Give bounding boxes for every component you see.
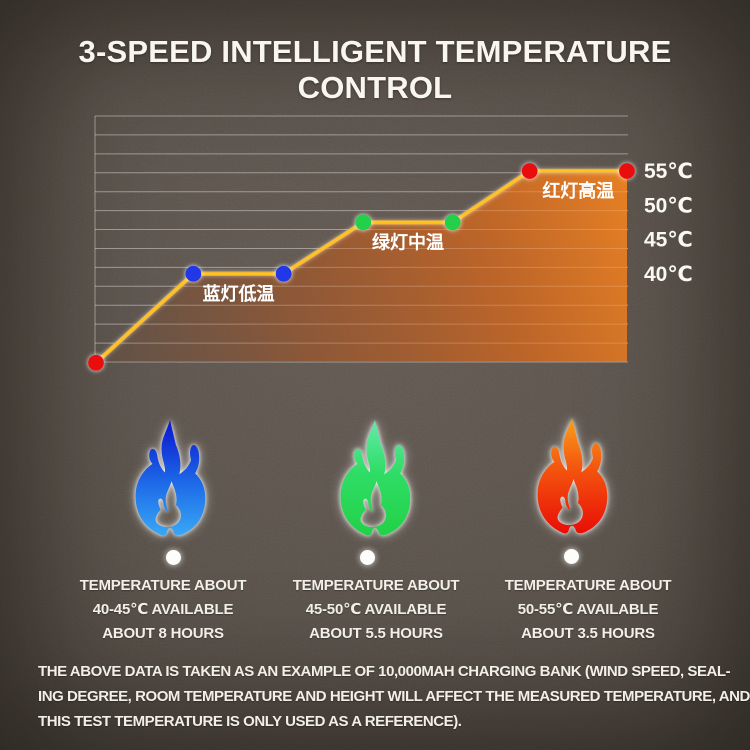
blue-data-point xyxy=(185,265,202,282)
page-title: 3-SPEED INTELLIGENT TEMPERATURE CONTROL xyxy=(78,34,672,105)
white-indicator-dot xyxy=(360,550,375,565)
red-flame-icon xyxy=(537,418,608,534)
column-text-line: TEMPERATURE ABOUT xyxy=(504,577,672,594)
segment-label: 红灯高温 xyxy=(542,180,614,201)
disclaimer-line: ING DEGREE, ROOM TEMPERATURE AND HEIGHT … xyxy=(38,688,750,705)
white-indicator-dot xyxy=(564,549,579,564)
blue-data-point xyxy=(275,265,292,282)
column-text-line: ABOUT 8 HOURS xyxy=(102,625,224,642)
segment-label: 绿灯中温 xyxy=(372,231,444,252)
segment-label: 蓝灯低温 xyxy=(202,283,274,304)
red-data-point xyxy=(88,354,104,371)
y-axis-tick-label: 40℃ xyxy=(644,263,693,286)
low-temp-column: TEMPERATURE ABOUT 40-45℃ AVAILABLE ABOUT… xyxy=(48,574,278,646)
white-indicator-dot xyxy=(166,550,181,565)
column-text-line: TEMPERATURE ABOUT xyxy=(292,577,460,594)
red-data-point xyxy=(521,163,538,179)
column-text-line: 40-45℃ AVAILABLE xyxy=(92,601,234,618)
y-axis-tick-label: 55℃ xyxy=(644,160,693,183)
column-text-line: 45-50℃ AVAILABLE xyxy=(305,601,447,618)
high-temp-column: TEMPERATURE ABOUT 50-55℃ AVAILABLE ABOUT… xyxy=(473,574,703,646)
column-text-line: ABOUT 5.5 HOURS xyxy=(309,625,443,642)
green-data-point xyxy=(444,214,461,231)
column-text-line: ABOUT 3.5 HOURS xyxy=(521,625,655,642)
disclaimer-line: THE ABOVE DATA IS TAKEN AS AN EXAMPLE OF… xyxy=(38,663,731,680)
green-flame-icon xyxy=(340,420,411,536)
column-text-line: 50-55℃ AVAILABLE xyxy=(517,601,659,618)
green-data-point xyxy=(355,214,372,231)
disclaimer-line: THIS TEST TEMPERATURE IS ONLY USED AS A … xyxy=(38,713,462,730)
disclaimer: THE ABOVE DATA IS TAKEN AS AN EXAMPLE OF… xyxy=(38,659,750,734)
mid-temp-column: TEMPERATURE ABOUT 45-50℃ AVAILABLE ABOUT… xyxy=(261,574,491,646)
column-text-line: TEMPERATURE ABOUT xyxy=(79,577,247,594)
y-axis-tick-label: 45℃ xyxy=(644,229,693,252)
blue-flame-icon xyxy=(135,420,206,536)
red-data-point xyxy=(619,163,635,179)
y-axis-tick-label: 50℃ xyxy=(644,194,693,217)
